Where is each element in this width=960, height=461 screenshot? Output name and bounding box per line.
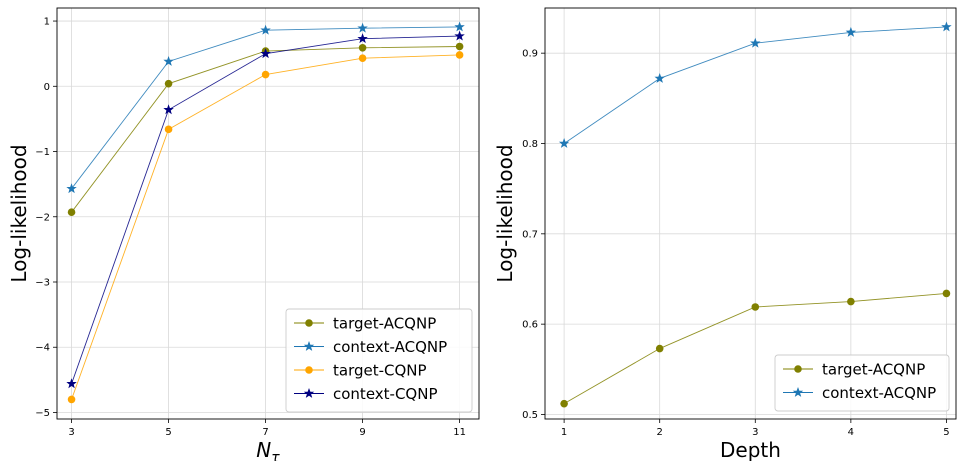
data-point — [455, 42, 464, 51]
legend-label: target-ACQNP — [822, 361, 925, 379]
series-context-ACQNP — [66, 21, 465, 194]
series-target-CQNP — [67, 51, 464, 404]
legend-item: context-ACQNP — [783, 384, 936, 402]
chart-panel-1: 3 5 7 9 1110−1−2−3−4−5NτLog-likelihoodtarget… — [7, 7, 480, 461]
legend-item: context-ACQNP — [294, 338, 447, 356]
data-point — [357, 22, 368, 33]
data-point — [260, 48, 271, 59]
data-point — [358, 43, 367, 52]
y-axis-label: Log-likelihood — [7, 144, 31, 282]
data-point — [163, 104, 174, 115]
data-point — [260, 24, 271, 35]
series-target-ACQNP — [560, 289, 951, 408]
data-point — [67, 208, 76, 216]
data-point — [261, 70, 270, 79]
x-tick-label: 11 — [453, 427, 466, 438]
legend-marker — [792, 387, 804, 397]
y-axis-label: Log-likelihood — [493, 144, 517, 282]
x-axis-label-main: N — [256, 438, 271, 461]
x-tick-label: 3 — [752, 427, 758, 438]
data-point — [560, 399, 568, 408]
data-point — [751, 303, 760, 311]
data-point — [455, 51, 464, 59]
x-tick-label: 5 — [943, 427, 949, 438]
x-tick-label: 1 — [561, 427, 567, 438]
axes-frame — [56, 7, 480, 420]
series-context-CQNP — [66, 30, 465, 389]
data-point — [357, 33, 368, 44]
y-tick-label: 1 — [44, 17, 50, 28]
chart-panel-2: 1 2 3 4 5 0.5 0.6 0.7 0.8 0.9 Depth Log-likelihood t… — [493, 7, 957, 461]
y-tick-label: 0.9 — [522, 49, 538, 60]
data-point — [750, 37, 761, 48]
legend-label: context-CQNP — [333, 385, 438, 403]
y-tick-label: −3 — [35, 278, 50, 289]
legend-marker — [305, 366, 313, 374]
data-point — [67, 395, 76, 404]
x-tick-label: 2 — [657, 427, 663, 438]
data-point — [942, 289, 951, 298]
x-tick-label: 3 — [68, 427, 74, 438]
data-point — [163, 56, 174, 66]
data-point — [66, 183, 77, 194]
legend: target-ACQNP context-ACQNP target-CQNP cont… — [285, 308, 473, 413]
data-point — [454, 30, 465, 41]
y-tick-label: 0 — [44, 82, 50, 93]
x-tick-label: 7 — [262, 427, 268, 438]
data-point — [164, 79, 173, 88]
data-point — [66, 378, 77, 389]
data-point — [454, 21, 465, 32]
legend-marker — [303, 388, 315, 398]
y-tick-label: 0.8 — [522, 139, 538, 150]
data-point — [164, 125, 173, 134]
data-point — [845, 26, 857, 37]
legend-label: target-CQNP — [333, 362, 427, 380]
y-tick-label: 0.6 — [522, 320, 538, 331]
y-tick-label: −5 — [35, 408, 50, 419]
data-point — [558, 138, 570, 148]
y-tick-label: −4 — [35, 343, 50, 354]
y-tick-label: 0.5 — [522, 410, 538, 421]
axes-frame — [544, 7, 957, 420]
x-axis-label: Nτ — [256, 438, 280, 461]
legend-box — [774, 354, 950, 412]
legend-label: context-ACQNP — [822, 384, 936, 402]
x-axis-label-subscript: τ — [271, 450, 280, 461]
data-point — [941, 21, 952, 32]
y-tick-label: 0.7 — [522, 229, 538, 240]
legend-label: target-ACQNP — [333, 315, 436, 333]
series-context-ACQNP — [558, 21, 952, 148]
y-tick-label: −1 — [35, 147, 50, 158]
data-point — [847, 297, 855, 306]
x-tick-label: 5 — [165, 427, 171, 438]
legend-marker — [303, 341, 315, 351]
legend-marker — [305, 319, 313, 327]
data-point — [654, 72, 665, 83]
legend-box — [285, 308, 473, 413]
legend-item: context-CQNP — [294, 385, 438, 403]
legend-item: target-CQNP — [294, 362, 427, 380]
legend-label: context-ACQNP — [333, 338, 447, 356]
legend: target-ACQNP context-ACQNP — [774, 354, 950, 412]
legend-item: target-ACQNP — [294, 315, 436, 333]
x-tick-label: 4 — [848, 427, 854, 438]
data-point — [358, 54, 367, 63]
x-tick-label: 9 — [359, 427, 365, 438]
x-axis-label: Depth — [720, 438, 781, 461]
legend-item: target-ACQNP — [783, 361, 925, 379]
legend-marker — [794, 365, 802, 373]
data-point — [655, 344, 664, 353]
y-tick-label: −2 — [35, 212, 50, 223]
